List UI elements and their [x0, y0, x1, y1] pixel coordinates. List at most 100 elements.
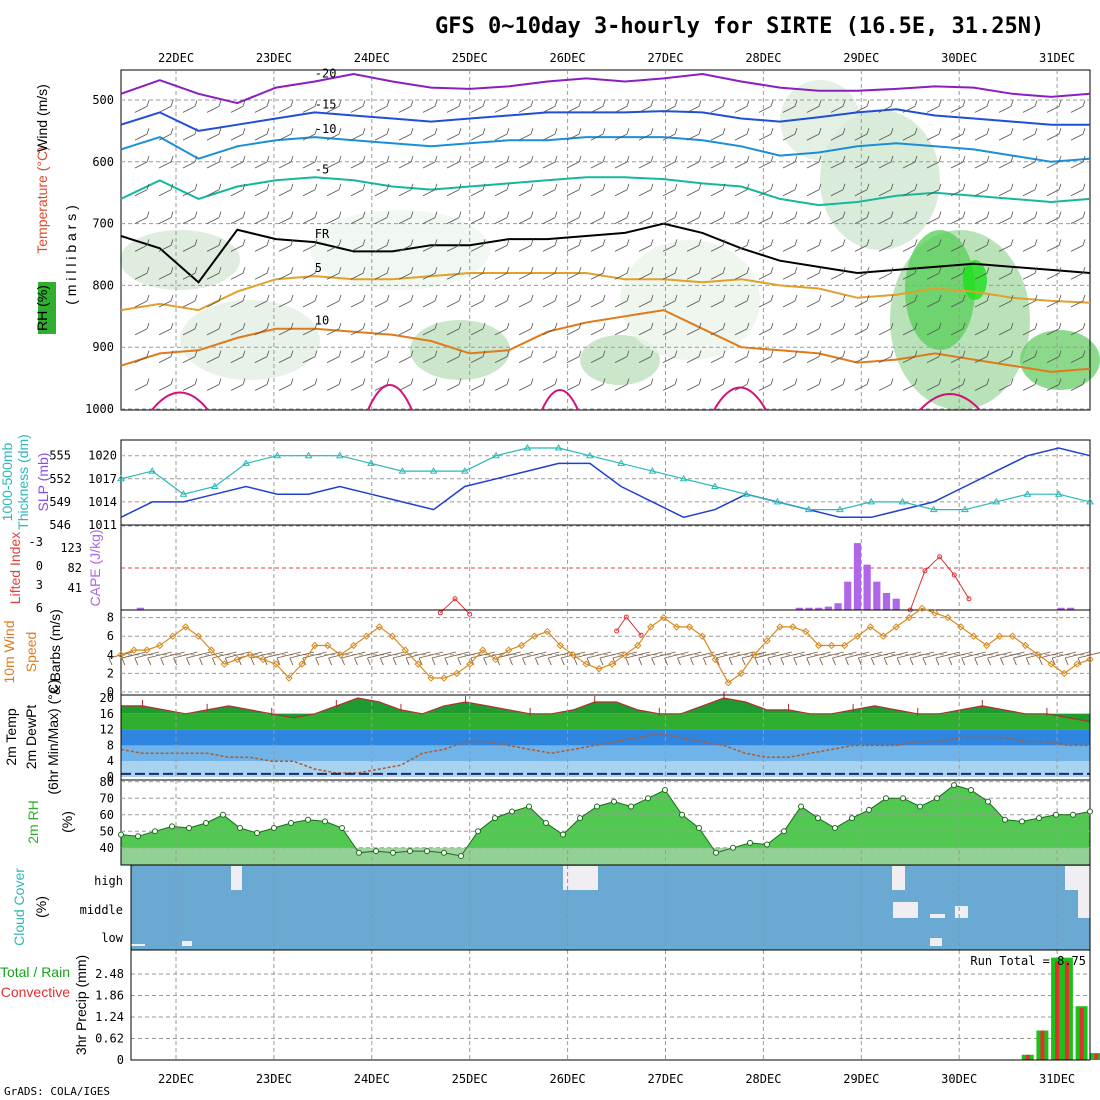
wind-barb [518, 106, 532, 113]
wind-barb-flag [1058, 350, 1062, 357]
thickness-marker [242, 459, 250, 466]
wind-axis-label-3: & Barbs (m/s) [47, 609, 63, 695]
wind-barb [422, 356, 436, 364]
rh-marker [798, 803, 804, 810]
wind-barb [819, 651, 844, 659]
wind-tick-label: 2 [107, 666, 114, 680]
wind-barb-flag [434, 155, 438, 163]
temp-tick-label: 0 [107, 770, 114, 784]
wind-barb-flag [434, 294, 438, 302]
cloud-clear-gap [955, 906, 968, 918]
wind-barb [974, 189, 988, 197]
lifted-index-cape-panel: -3 0 3 6 123 82 41 Lifted Index CAPE (J/kg) [7, 524, 1091, 638]
wind-barb-flag [338, 322, 342, 329]
wind-barb-flag [842, 350, 846, 357]
wind-barb [518, 133, 532, 141]
wind-barb-flag [410, 350, 414, 357]
wind-barb [518, 217, 532, 224]
wind-10m-panel: 0 2 4 6 8 10m Wind Speed & Barbs (m/s) [1, 604, 1100, 699]
wind-barb-flag [266, 155, 270, 163]
wind-barb [374, 272, 388, 280]
wind-barb-flag [794, 100, 798, 107]
rh-marker [152, 828, 158, 835]
rh-axis-label: RH (%) [34, 285, 50, 331]
wind-barb [158, 161, 172, 169]
wind-barb [926, 245, 940, 252]
wind-tick-label: 0 [107, 685, 114, 699]
rh-marker [611, 798, 617, 805]
wind-barb-flag [578, 128, 582, 135]
wind-barb-flag [290, 239, 294, 246]
wind-barb [974, 356, 988, 364]
wind-barb [566, 133, 580, 141]
wind-barb-flag [386, 183, 390, 190]
wind-barb [566, 384, 580, 391]
wind-barb-feather [651, 657, 656, 666]
wind-barb-flag [482, 378, 486, 385]
wind-barb-flag [1010, 155, 1014, 163]
wind-speed-marker [453, 669, 461, 678]
wind-barb [535, 651, 560, 659]
wind-barb-flag [674, 211, 678, 218]
wind-barb-flag [1034, 378, 1038, 385]
wind-barb [926, 328, 940, 336]
wind-barb-flag [146, 128, 150, 135]
wind-barb-flag [866, 155, 870, 163]
wind-barb-flag [338, 100, 342, 107]
rh-marker [713, 849, 719, 856]
rh-marker [288, 820, 294, 827]
wind-barb [302, 217, 316, 224]
wind-barb-flag [554, 183, 558, 190]
wind-barb [782, 356, 796, 364]
wind-barb [1046, 189, 1060, 197]
date-label-bottom: 29DEC [843, 1072, 879, 1086]
wind-barb [566, 217, 580, 224]
wind-barb-flag [146, 211, 150, 218]
cape-bar [863, 564, 871, 610]
rh-marker [628, 803, 634, 810]
wind-barb-flag [1010, 322, 1014, 329]
rh-marker [815, 815, 821, 822]
rh-axis-label: 2m RH [25, 800, 41, 844]
rh-tick-label: 50 [100, 824, 114, 838]
thickness-marker [367, 459, 375, 466]
wind-barb-feather [379, 657, 384, 666]
wind-barb-feather [664, 657, 668, 666]
wind-barb-flag [866, 267, 870, 274]
wind-barb [974, 272, 988, 280]
wind-barb [734, 106, 748, 113]
rh-marker [645, 795, 651, 802]
cape-bar [136, 607, 144, 610]
wind-barb [1013, 651, 1038, 659]
wind-barb-flag [626, 267, 630, 274]
wind-barb [230, 272, 244, 280]
wind-barb [566, 189, 580, 197]
cape-tick-label: 82 [68, 561, 82, 575]
rh-shading [620, 240, 760, 360]
wind-barb-flag [698, 183, 702, 190]
wind-barb [950, 356, 964, 364]
wind-barb-flag [986, 211, 990, 218]
wind-barb-feather [354, 657, 358, 666]
wind-barb-flag [770, 350, 774, 357]
cloud-clear-gap [893, 902, 918, 918]
wind-barb [974, 651, 999, 659]
lifted-index-marker [966, 596, 972, 602]
wind-barb-flag [794, 322, 798, 329]
wind-barb [230, 328, 244, 336]
wind-barb [350, 384, 364, 391]
isotherm-line [120, 72, 1091, 105]
wind-barb-flag [530, 294, 534, 302]
wind-barb-flag [362, 155, 366, 163]
wind-barb-feather [780, 657, 785, 666]
wind-barb [470, 651, 495, 659]
isotherm-line [120, 309, 1091, 373]
wind-barb [254, 106, 268, 113]
wind-barb [134, 217, 148, 224]
wind-barb [182, 356, 196, 364]
wind-barb [315, 651, 340, 659]
wind-barb [758, 300, 772, 308]
date-label-bottom: 30DEC [941, 1072, 977, 1086]
wind-barb [542, 245, 556, 252]
wind-speed-marker [685, 623, 694, 631]
